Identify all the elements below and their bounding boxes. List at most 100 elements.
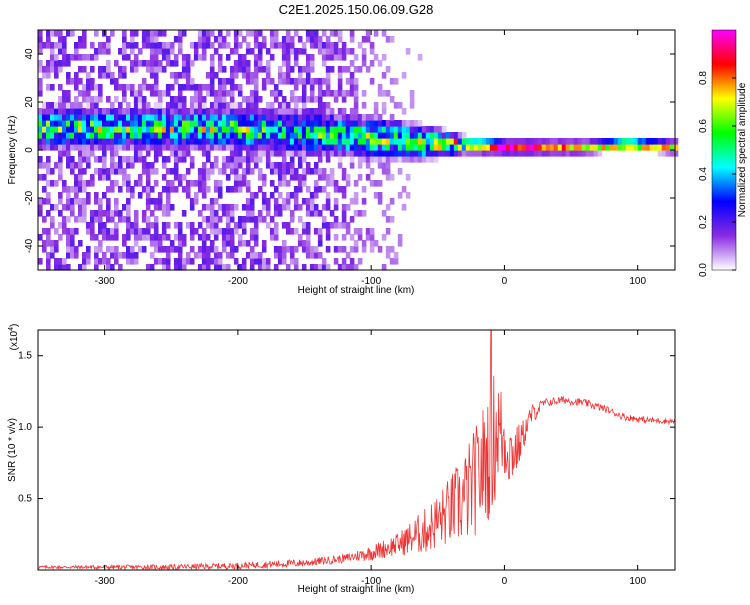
spectrogram-cell	[169, 168, 175, 175]
spectrogram-cell	[317, 174, 323, 181]
spectrogram-cell	[293, 174, 299, 181]
spectrogram-cell	[389, 198, 395, 205]
spectrogram-cell	[669, 150, 675, 157]
spectrogram-cell	[213, 210, 219, 217]
spectrogram-cell	[74, 72, 79, 79]
spectrogram-cell	[405, 156, 411, 163]
spectrogram-cell	[102, 144, 107, 151]
spectrogram-cell	[233, 126, 239, 133]
spectrogram-cell	[78, 36, 83, 43]
spectrogram-cell	[82, 84, 87, 91]
spectrogram-cell	[353, 132, 359, 139]
spectrogram-cell	[213, 222, 219, 229]
spectrogram-cell	[341, 114, 347, 121]
spectrogram-cell	[177, 228, 183, 235]
spectrogram-cell	[74, 48, 79, 55]
spectrogram-cell	[169, 150, 175, 157]
spectrogram-cell	[86, 84, 91, 91]
spectrogram-cell	[601, 144, 607, 151]
spectrogram-cell	[221, 102, 227, 109]
spectrogram-cell	[269, 102, 275, 109]
spectrogram-cell	[397, 240, 403, 247]
spectrogram-cell	[90, 222, 95, 229]
spectrogram-cell	[289, 90, 295, 97]
spectrogram-cell	[293, 60, 299, 67]
spectrogram-cell	[377, 84, 383, 91]
spectrogram-cell	[141, 138, 147, 145]
spectrogram-cell	[445, 150, 451, 157]
spectrogram-cell	[46, 198, 51, 205]
spectrogram-cell	[625, 144, 631, 151]
spectrogram-cell	[189, 126, 195, 133]
spectrogram-cell	[153, 180, 159, 187]
spectrogram-cell	[257, 114, 263, 121]
spectrogram-cell	[90, 174, 95, 181]
spectrogram-cell	[369, 240, 375, 247]
spectrogram-cell	[126, 54, 131, 61]
spectrogram-cell	[429, 150, 435, 157]
spectrogram-cell	[177, 96, 183, 103]
spectrogram-cell	[257, 156, 263, 163]
spectrogram-cell	[317, 150, 323, 157]
spectrogram-cell	[337, 162, 343, 169]
spectrogram-cell	[201, 36, 207, 43]
spectrogram-cell	[257, 120, 263, 127]
spectrogram-cell	[337, 114, 343, 121]
spectrogram-cell	[273, 42, 279, 49]
spectrogram-cell	[217, 180, 223, 187]
spectrogram-cell	[249, 192, 255, 199]
spectrogram-cell	[217, 138, 223, 145]
spectrogram-cell	[193, 108, 199, 115]
spectrogram-cell	[205, 174, 211, 181]
spectrogram-cell	[333, 132, 339, 139]
spectrogram-cell	[145, 138, 151, 145]
spectrogram-cell	[269, 144, 275, 151]
spectrogram-cell	[277, 66, 283, 73]
spectrogram-cell	[245, 48, 251, 55]
spectrogram-cell	[201, 216, 207, 223]
spectrogram-cell	[86, 156, 91, 163]
spectrogram-cell	[561, 150, 567, 157]
spectrogram-cell	[301, 48, 307, 55]
spectrogram-cell	[157, 234, 163, 241]
spectrogram-cell	[345, 150, 351, 157]
spectrogram-cell	[249, 150, 255, 157]
spectrogram-cell	[209, 258, 215, 265]
spectrogram-cell	[157, 144, 163, 151]
spectrogram-cell	[98, 168, 103, 175]
spectrogram-cell	[110, 144, 115, 151]
spectrogram-cell	[341, 90, 347, 97]
spectrogram-cell	[417, 120, 423, 127]
spectrogram-cell	[325, 144, 331, 151]
spectrogram-cell	[149, 120, 155, 127]
spectrogram-cell	[565, 144, 571, 151]
spectrogram-cell	[126, 120, 131, 127]
spectrogram-cell	[317, 156, 323, 163]
spectrogram-cell	[321, 186, 327, 193]
spectrogram-cell	[273, 126, 279, 133]
spectrogram-cell	[130, 162, 135, 169]
spectrogram-cell	[261, 246, 267, 253]
spectrogram-cell	[409, 126, 415, 133]
spectrogram-cell	[329, 42, 335, 49]
spectrogram-cell	[78, 120, 83, 127]
spectrogram-cell	[345, 90, 351, 97]
spectrogram-cell	[273, 150, 279, 157]
spectrogram-cell	[46, 180, 51, 187]
spectrogram-cell	[137, 150, 143, 157]
spectrogram-cell	[237, 108, 243, 115]
spectrogram-cell	[130, 90, 135, 97]
spectrogram-cell	[365, 120, 371, 127]
spectrogram-cell	[74, 120, 79, 127]
spectrogram-cell	[70, 114, 75, 121]
spectrogram-cell	[157, 60, 163, 67]
spectrogram-cell	[149, 48, 155, 55]
spectrogram-cell	[54, 66, 59, 73]
spectrogram-cell	[325, 132, 331, 139]
spectrogram-cell	[137, 126, 143, 133]
spectrogram-cell	[309, 108, 315, 115]
spectrogram-cell	[74, 84, 79, 91]
spectrogram-cell	[177, 144, 183, 151]
snr-y-label: SNR (10 * v/v)	[7, 418, 18, 482]
